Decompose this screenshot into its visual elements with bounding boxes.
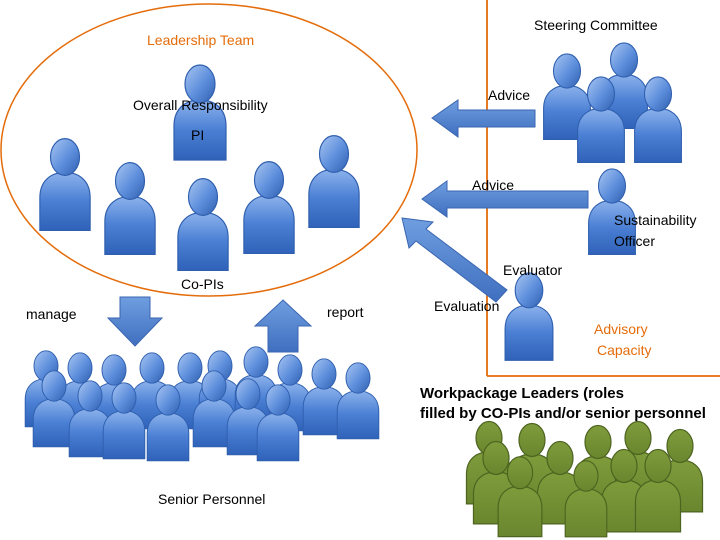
co-pis-label: Co-PIs xyxy=(181,276,224,292)
advice-sustainability-label: Advice xyxy=(472,177,515,193)
co-pi-person-icon xyxy=(308,135,360,229)
senior-personnel-icon xyxy=(336,362,380,440)
report-label: report xyxy=(327,304,364,320)
sustainability-officer-label-line2: Officer xyxy=(614,233,655,249)
overall-responsibility-label: Overall Responsibility xyxy=(133,97,268,113)
workpackage-leaders-label-line1: Workpackage Leaders (roles xyxy=(420,385,624,402)
evaluation-arrow xyxy=(401,217,508,303)
evaluator-icon xyxy=(504,272,554,361)
manage-label: manage xyxy=(26,306,77,322)
co-pi-person-icon xyxy=(39,138,91,232)
sustainability-officer-label-line1: Sustainability xyxy=(614,212,697,228)
advisory-capacity-label-line2: Capacity xyxy=(597,342,652,358)
advice-sustainability-arrow xyxy=(421,180,589,218)
senior-personnel-label: Senior Personnel xyxy=(158,491,266,507)
co-pi-person-icon xyxy=(243,161,295,255)
advisory-capacity-label-line1: Advisory xyxy=(594,321,648,337)
pi-label: PI xyxy=(191,127,205,143)
leadership-team-ellipse xyxy=(0,3,418,297)
advice-steering-label: Advice xyxy=(488,87,531,103)
workpackage-leaders-label-line2: filled by CO-PIs and/or senior personnel xyxy=(420,405,706,422)
manage-arrow xyxy=(106,296,164,347)
leadership-team-label: Leadership Team xyxy=(147,32,255,48)
report-arrow xyxy=(253,299,313,353)
advice-steering-arrow xyxy=(431,99,536,138)
evaluation-label: Evaluation xyxy=(434,298,500,314)
steering-committee-label: Steering Committee xyxy=(534,17,658,33)
evaluator-label: Evaluator xyxy=(503,262,563,278)
co-pi-person-icon xyxy=(104,162,156,256)
co-pi-person-icon xyxy=(177,178,229,272)
